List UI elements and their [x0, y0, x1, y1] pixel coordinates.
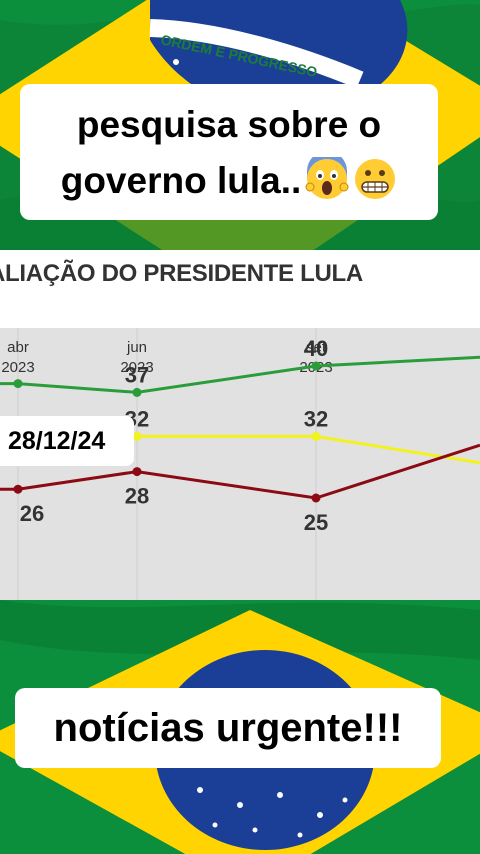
x-tick-year: 2023 — [1, 359, 34, 376]
x-tick-month: jun — [126, 339, 147, 356]
caption-top-line2-row: governo lula.. — [20, 151, 438, 209]
series-line — [0, 355, 480, 394]
data-point — [13, 484, 23, 494]
caption-bottom: notícias urgente!!! — [15, 688, 441, 768]
date-badge: 28/12/24 — [0, 416, 134, 466]
data-label: 37 — [125, 362, 149, 387]
data-label: 28 — [125, 484, 149, 509]
data-point — [311, 361, 321, 371]
caption-top-line2: governo lula.. — [60, 160, 302, 201]
x-tick-month: abr — [7, 339, 29, 356]
data-point — [132, 467, 142, 477]
data-point — [132, 387, 142, 397]
grimacing-face-icon — [353, 157, 397, 201]
data-point — [132, 431, 142, 441]
data-label: 25 — [304, 510, 328, 535]
x-tick-year: 2023 — [120, 359, 153, 376]
data-label: 40 — [304, 336, 328, 361]
data-label: 26 — [20, 501, 44, 526]
data-label: 32 — [304, 406, 328, 431]
caption-top: pesquisa sobre o governo lula.. — [20, 84, 438, 220]
data-point — [311, 493, 321, 503]
x-tick-month: set — [306, 339, 327, 356]
scream-face-icon — [305, 151, 349, 201]
data-point — [311, 431, 321, 441]
chart-title: ALIAÇÃO DO PRESIDENTE LULA — [0, 260, 363, 287]
data-point — [13, 379, 23, 389]
chart-header: ALIAÇÃO DO PRESIDENTE LULA — [0, 250, 480, 328]
caption-top-line1: pesquisa sobre o — [76, 104, 382, 145]
